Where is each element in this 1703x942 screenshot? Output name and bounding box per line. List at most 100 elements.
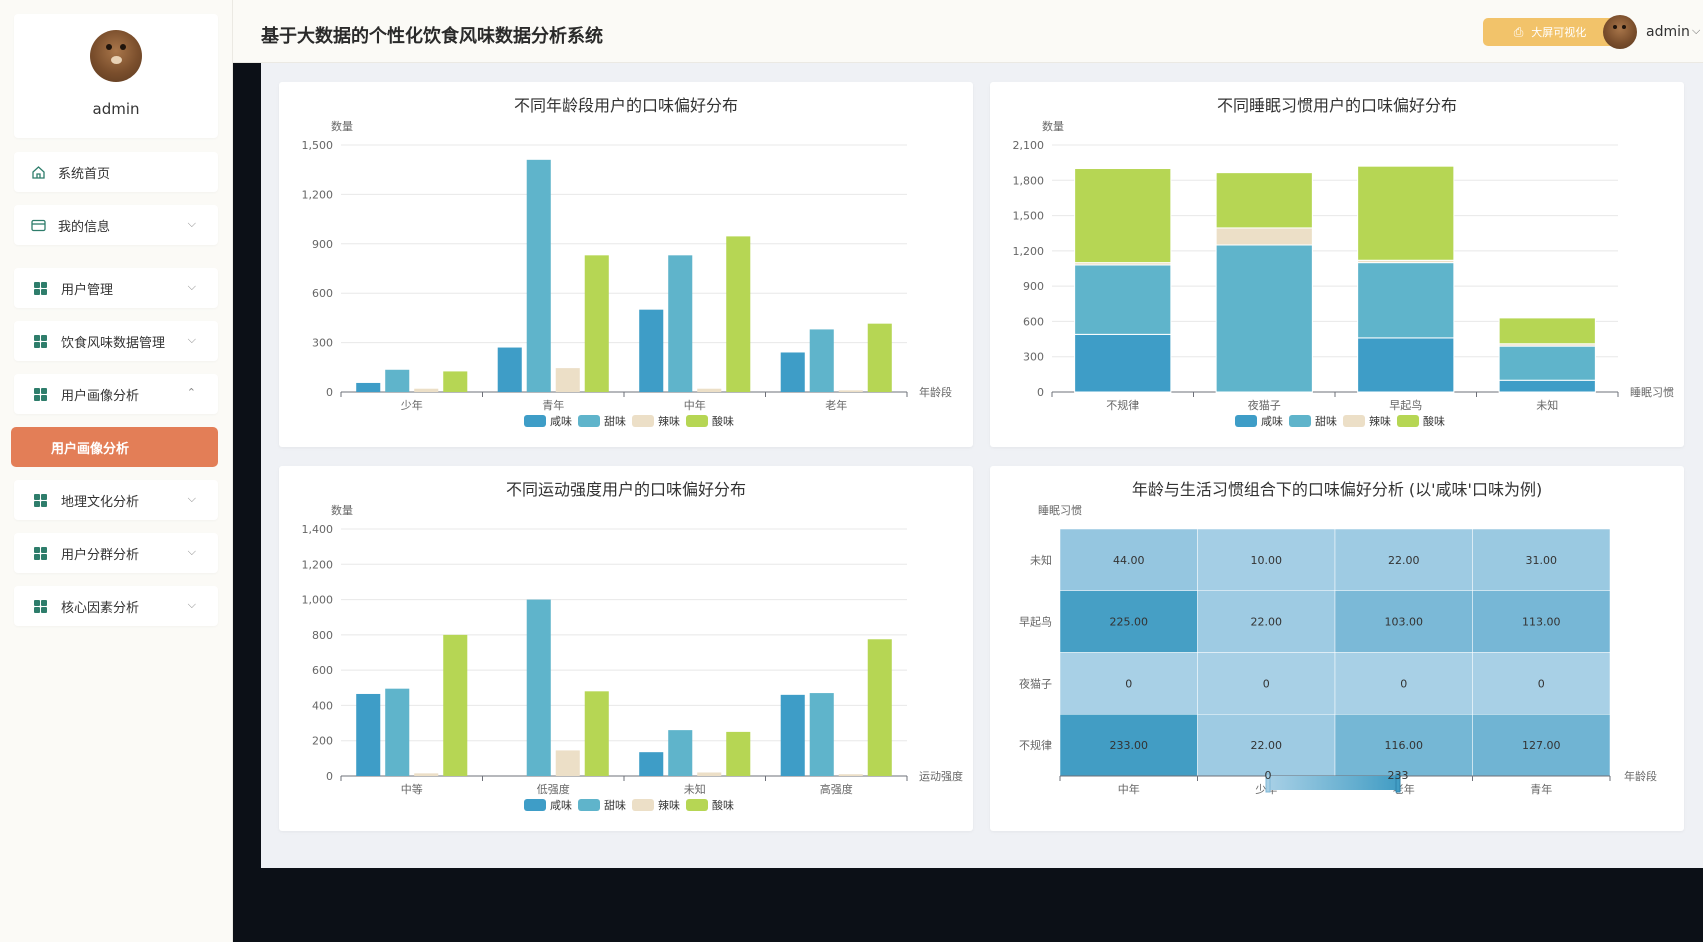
sidebar-item-geo-culture[interactable]: 地理文化分析 ⌵ bbox=[14, 480, 218, 520]
bar-segment bbox=[1074, 333, 1172, 393]
heatmap-cell-label: 44.00 bbox=[1113, 554, 1145, 567]
chart-title: 不同睡眠习惯用户的口味偏好分布 bbox=[1216, 96, 1457, 115]
bar bbox=[414, 388, 439, 392]
legend-label: 咸味 bbox=[550, 415, 572, 428]
y-tick-label: 600 bbox=[312, 287, 333, 300]
bar bbox=[443, 634, 468, 776]
heatmap-cell bbox=[1059, 590, 1198, 653]
legend-label: 甜味 bbox=[604, 415, 626, 428]
bar bbox=[867, 323, 892, 392]
bar bbox=[726, 236, 751, 392]
x-tick-label: 未知 bbox=[1536, 398, 1558, 412]
x-axis-label: 运动强度 bbox=[919, 769, 963, 783]
y-tick-label: 200 bbox=[312, 735, 333, 748]
x-tick-label: 青年 bbox=[1530, 782, 1552, 796]
x-tick-label: 少年 bbox=[401, 398, 423, 412]
y-tick-label: 300 bbox=[312, 337, 333, 350]
y-tick-label: 600 bbox=[312, 664, 333, 677]
card-icon bbox=[30, 217, 46, 233]
heatmap-cell-label: 116.00 bbox=[1385, 739, 1424, 752]
heatmap-cell-label: 233.00 bbox=[1110, 739, 1149, 752]
heatmap-cell bbox=[1472, 590, 1611, 653]
heatmap-cell bbox=[1334, 528, 1473, 591]
bar-segment bbox=[1357, 165, 1455, 261]
bar bbox=[555, 750, 580, 776]
chart-card-heatmap: 年龄与生活习惯组合下的口味偏好分析 (以'咸味'口味为例) 睡眠习惯 44.00 1… bbox=[990, 466, 1684, 831]
y-tick-label: 300 bbox=[1023, 351, 1044, 364]
sidebar-item-user-management[interactable]: 用户管理 ⌵ bbox=[14, 268, 218, 308]
heatmap-cell-label: 103.00 bbox=[1385, 616, 1424, 629]
sidebar-item-flavor-data-management[interactable]: 饮食风味数据管理 ⌵ bbox=[14, 321, 218, 361]
sidebar-item-user-clustering[interactable]: 用户分群分析 ⌵ bbox=[14, 533, 218, 573]
bar bbox=[356, 693, 381, 776]
legend-swatch bbox=[686, 415, 708, 427]
user-name[interactable]: admin bbox=[1646, 24, 1690, 40]
visual-map-bar bbox=[1268, 776, 1398, 790]
bar-segment bbox=[1357, 262, 1455, 339]
legend-label: 辣味 bbox=[1369, 414, 1391, 428]
side-menu: 系统首页 我的信息 ⌵ 用户管理 ⌵ 饮食风味数据管理 ⌵ 用户画像分析 ⌃ › bbox=[0, 152, 232, 626]
heatmap-cell bbox=[1197, 714, 1336, 777]
chevron-down-icon[interactable]: ⌵ bbox=[1692, 24, 1701, 37]
heatmap-cell bbox=[1197, 652, 1336, 715]
heatmap-cell bbox=[1472, 714, 1611, 777]
y-tick-label: 0 bbox=[326, 386, 333, 399]
x-tick-label: 早起鸟 bbox=[1389, 398, 1422, 412]
x-axis-label: 年龄段 bbox=[1624, 769, 1657, 783]
chevron-down-icon: ⌵ bbox=[187, 333, 196, 346]
avatar[interactable] bbox=[90, 30, 142, 82]
y-tick-label: 1,500 bbox=[1013, 210, 1045, 223]
heatmap-cell-label: 22.00 bbox=[1251, 739, 1283, 752]
heatmap-cell-label: 127.00 bbox=[1522, 739, 1561, 752]
y-tick-label: 0 bbox=[1037, 386, 1044, 399]
sidebar-item-label: 系统首页 bbox=[58, 166, 111, 182]
y-tick-label: 1,000 bbox=[302, 594, 334, 607]
x-tick-label: 低强度 bbox=[537, 782, 570, 796]
chevron-down-icon: ⌵ bbox=[187, 280, 196, 293]
top-header: 基于大数据的个性化饮食风味数据分析系统 ⎙ 大屏可视化 admin ⌵ bbox=[233, 0, 1703, 63]
big-screen-button[interactable]: ⎙ 大屏可视化 bbox=[1483, 18, 1617, 46]
legend-swatch bbox=[524, 415, 546, 427]
heatmap-cell bbox=[1197, 528, 1336, 591]
chart-card-age: 不同年龄段用户的口味偏好分布 数量 0 300 600 900 1,200 1,500 少年 青… bbox=[279, 82, 973, 447]
sidebar-item-label: 用户画像分析 bbox=[51, 441, 130, 457]
bar bbox=[697, 388, 722, 392]
heatmap-chart: 睡眠习惯 44.00 10.00 22.00 31.00 未知 225.00 22.00 103… bbox=[1019, 503, 1657, 796]
x-axis-label: 年龄段 bbox=[919, 385, 952, 399]
bar bbox=[356, 382, 381, 392]
sidebar-item-user-portrait[interactable]: 用户画像分析 ⌃ bbox=[14, 374, 218, 414]
sidebar-item-label: 用户画像分析 bbox=[61, 388, 140, 404]
bar-segment bbox=[1215, 227, 1313, 246]
legend-swatch bbox=[686, 799, 708, 811]
y-tick-label: 1,200 bbox=[1013, 245, 1045, 258]
bar bbox=[584, 691, 609, 776]
sidebar-item-home[interactable]: 系统首页 bbox=[14, 152, 218, 192]
sidebar-item-core-factors[interactable]: 核心因素分析 ⌵ bbox=[14, 586, 218, 626]
sidebar-subitem-user-portrait[interactable]: › 用户画像分析 bbox=[11, 427, 218, 467]
chart-card-exercise: 不同运动强度用户的口味偏好分布 数量 0 200 400 600 800 1,000 1,20… bbox=[279, 466, 973, 831]
heatmap-cell-label: 113.00 bbox=[1522, 616, 1561, 629]
bar-segment bbox=[1074, 168, 1172, 264]
user-avatar[interactable] bbox=[1603, 15, 1637, 49]
legend-swatch bbox=[578, 799, 600, 811]
bar bbox=[385, 369, 410, 392]
x-tick-label: 高强度 bbox=[820, 782, 853, 796]
bar bbox=[780, 694, 805, 776]
bar bbox=[639, 309, 664, 392]
bar bbox=[809, 693, 834, 776]
heatmap-cell-label: 22.00 bbox=[1388, 554, 1420, 567]
y-axis-label: 数量 bbox=[331, 120, 353, 133]
bar bbox=[555, 368, 580, 392]
visual-map-max-label: 233 bbox=[1388, 769, 1409, 782]
bar bbox=[385, 688, 410, 776]
chevron-down-icon: ⌵ bbox=[187, 492, 196, 505]
sidebar-item-my-info[interactable]: 我的信息 ⌵ bbox=[14, 205, 218, 245]
home-icon bbox=[30, 164, 46, 180]
bar bbox=[867, 639, 892, 776]
chevron-down-icon: ⌵ bbox=[187, 598, 196, 611]
legend-label: 酸味 bbox=[1423, 414, 1445, 428]
grid-icon bbox=[34, 599, 47, 613]
heatmap-cell-label: 0 bbox=[1263, 677, 1270, 690]
legend-swatch bbox=[1235, 415, 1257, 427]
